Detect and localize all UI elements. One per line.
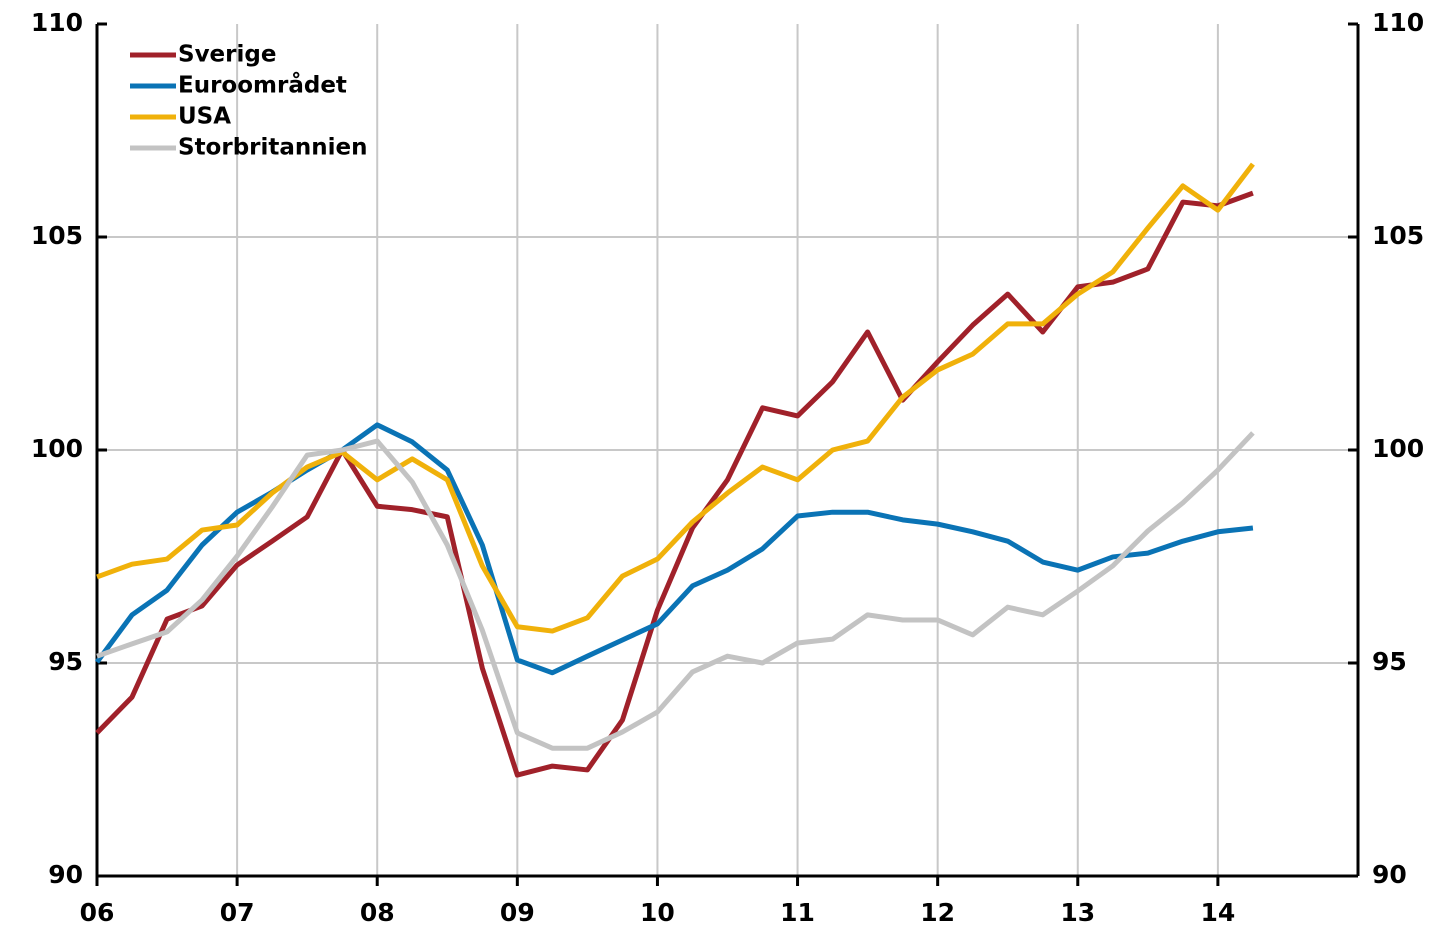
y2-tick-label: 95	[1372, 647, 1407, 676]
y-tick-label: 95	[48, 647, 83, 676]
x-tick-label: 13	[1060, 898, 1095, 927]
y-tick-label: 110	[31, 8, 83, 37]
y-tick-label: 100	[31, 434, 83, 463]
x-tick-label: 11	[780, 898, 815, 927]
x-tick-label: 12	[920, 898, 955, 927]
legend-label: Euroområdet	[178, 72, 347, 99]
legend-label: Sverige	[178, 42, 276, 68]
x-tick-label: 07	[220, 898, 255, 927]
legend-label: USA	[178, 104, 231, 130]
y2-tick-label: 110	[1372, 8, 1424, 37]
y2-tick-label: 90	[1372, 860, 1407, 889]
series-line	[94, 422, 1254, 676]
x-tick-label: 10	[640, 898, 675, 927]
y2-tick-label: 100	[1372, 434, 1424, 463]
y-tick-label: 105	[31, 221, 83, 250]
series-line	[95, 190, 1254, 778]
series-line	[96, 162, 1255, 634]
legend-label: Storbritannien	[178, 135, 368, 161]
y-tick-label: 90	[48, 860, 83, 889]
x-tick-label: 14	[1200, 898, 1235, 927]
series-line	[96, 431, 1255, 751]
x-tick-label: 09	[500, 898, 535, 927]
y2-tick-label: 105	[1372, 221, 1424, 250]
x-tick-label: 06	[80, 898, 115, 927]
x-tick-label: 08	[360, 898, 395, 927]
